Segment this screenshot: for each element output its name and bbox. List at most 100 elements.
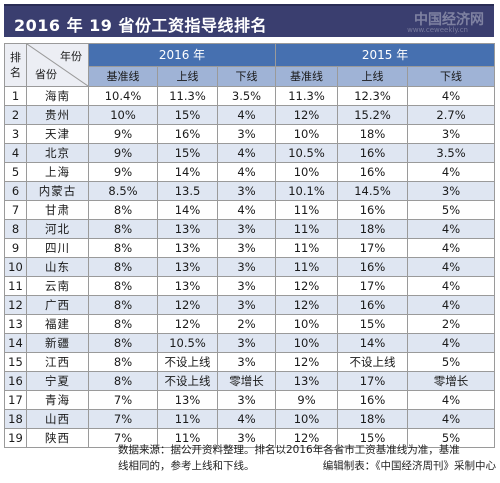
value-cell-2015-upper: 16% <box>337 162 409 182</box>
province-cell: 宁夏 <box>26 371 89 391</box>
value-cell-2015-base: 13% <box>275 371 339 391</box>
value-cell-2015-base: 11% <box>275 219 339 239</box>
value-cell-2015-lower: 3% <box>407 124 496 144</box>
value-cell-2016-lower: 2% <box>216 314 277 334</box>
sub-header-2015-upper: 上线 <box>337 66 409 87</box>
table-row: 14 新疆 8% 10.5% 3% 10% 14% 4% <box>4 333 496 353</box>
value-cell-2016-lower: 3% <box>216 295 277 315</box>
table-row: 8 河北 8% 13% 3% 11% 18% 4% <box>4 219 496 239</box>
rank-cell: 3 <box>4 124 27 144</box>
ranking-table: 排名 年份 省份 2016 年 2015 年 基准线 上线 下线 基准线 上线 … <box>4 43 496 448</box>
rank-cell: 10 <box>4 257 27 277</box>
value-cell-2015-upper: 17% <box>337 276 409 296</box>
value-cell-2015-lower: 3% <box>407 181 496 201</box>
value-cell-2016-upper: 13% <box>157 238 218 258</box>
rank-cell: 19 <box>4 428 27 448</box>
value-cell-2015-lower: 2.7% <box>407 105 496 125</box>
value-cell-2016-lower: 3% <box>216 390 277 410</box>
province-cell: 山东 <box>26 257 89 277</box>
watermark-url: www.ceweekly.cn <box>407 26 468 34</box>
province-cell: 北京 <box>26 143 89 163</box>
value-cell-2015-base: 10% <box>275 333 339 353</box>
value-cell-2015-base: 10.1% <box>275 181 339 201</box>
value-cell-2015-upper: 15% <box>337 314 409 334</box>
value-cell-2016-lower: 4% <box>216 409 277 429</box>
value-cell-2016-upper: 14% <box>157 162 218 182</box>
value-cell-2015-lower: 4% <box>407 86 496 106</box>
value-cell-2015-lower: 3.5% <box>407 143 496 163</box>
value-cell-2016-lower: 3% <box>216 428 277 448</box>
footnote-source: 数据来源：据公开资料整理。排名以2016年各省市工资基准线为准，基准 <box>118 444 460 456</box>
value-cell-2016-base: 7% <box>88 409 158 429</box>
province-cell: 山西 <box>26 409 89 429</box>
value-cell-2015-upper: 16% <box>337 200 409 220</box>
value-cell-2016-base: 8.5% <box>88 181 158 201</box>
corner-diagonal <box>27 44 88 86</box>
value-cell-2016-base: 8% <box>88 314 158 334</box>
value-cell-2016-upper: 13% <box>157 219 218 239</box>
value-cell-2015-upper: 16% <box>337 390 409 410</box>
table-row: 5 上海 9% 14% 4% 10% 16% 4% <box>4 162 496 182</box>
value-cell-2016-base: 9% <box>88 124 158 144</box>
rank-cell: 1 <box>4 86 27 106</box>
sub-header-2016-base: 基准线 <box>88 66 158 87</box>
rank-cell: 14 <box>4 333 27 353</box>
value-cell-2016-lower: 4% <box>216 143 277 163</box>
sub-header-2015-base: 基准线 <box>275 66 339 87</box>
value-cell-2015-base: 11% <box>275 238 339 258</box>
value-cell-2015-upper: 16% <box>337 143 409 163</box>
province-cell: 江西 <box>26 352 89 372</box>
rank-cell: 7 <box>4 200 27 220</box>
table-row: 15 江西 8% 不设上线 3% 12% 不设上线 5% <box>4 352 496 372</box>
value-cell-2016-upper: 不设上线 <box>157 371 218 391</box>
table-row: 1 海南 10.4% 11.3% 3.5% 11.3% 12.3% 4% <box>4 86 496 106</box>
value-cell-2016-base: 8% <box>88 238 158 258</box>
rank-cell: 18 <box>4 409 27 429</box>
value-cell-2015-upper: 18% <box>337 219 409 239</box>
value-cell-2015-base: 12% <box>275 295 339 315</box>
rank-cell: 6 <box>4 181 27 201</box>
value-cell-2015-lower: 5% <box>407 428 496 448</box>
rank-cell: 2 <box>4 105 27 125</box>
value-cell-2015-base: 9% <box>275 390 339 410</box>
rank-cell: 16 <box>4 371 27 391</box>
value-cell-2015-lower: 2% <box>407 314 496 334</box>
table-row: 10 山东 8% 13% 3% 11% 16% 4% <box>4 257 496 277</box>
province-cell: 天津 <box>26 124 89 144</box>
table-row: 16 宁夏 8% 不设上线 零增长 13% 17% 零增长 <box>4 371 496 391</box>
province-cell: 陕西 <box>26 428 89 448</box>
province-cell: 内蒙古 <box>26 181 89 201</box>
footnote-editor: 编辑制表：《中国经济周刊》采制中心 <box>322 460 496 472</box>
rank-cell: 12 <box>4 295 27 315</box>
footnote: 数据来源：据公开资料整理。排名以2016年各省市工资基准线为准，基准 线相同的，… <box>118 442 496 474</box>
value-cell-2015-upper: 14% <box>337 333 409 353</box>
value-cell-2015-base: 11% <box>275 257 339 277</box>
value-cell-2016-upper: 13% <box>157 276 218 296</box>
province-cell: 上海 <box>26 162 89 182</box>
corner-province-label: 省份 <box>35 68 57 81</box>
value-cell-2015-lower: 4% <box>407 409 496 429</box>
footnote-note: 线相同的，参考上线和下线。 <box>118 460 255 472</box>
rank-cell: 11 <box>4 276 27 296</box>
value-cell-2015-upper: 17% <box>337 371 409 391</box>
value-cell-2016-base: 8% <box>88 200 158 220</box>
value-cell-2016-base: 9% <box>88 162 158 182</box>
value-cell-2016-upper: 15% <box>157 143 218 163</box>
table-row: 6 内蒙古 8.5% 13.5 3% 10.1% 14.5% 3% <box>4 181 496 201</box>
corner-header: 年份 省份 <box>26 43 89 87</box>
value-cell-2016-upper: 10.5% <box>157 333 218 353</box>
value-cell-2016-lower: 3% <box>216 219 277 239</box>
value-cell-2015-base: 12% <box>275 276 339 296</box>
value-cell-2015-lower: 4% <box>407 238 496 258</box>
table-row: 7 甘肃 8% 14% 4% 11% 16% 5% <box>4 200 496 220</box>
value-cell-2015-lower: 4% <box>407 257 496 277</box>
table-row: 13 福建 8% 12% 2% 10% 15% 2% <box>4 314 496 334</box>
title-bar: 2016 年 19 省份工资指导线排名 中国经济网 www.ceweekly.c… <box>4 4 494 37</box>
value-cell-2016-lower: 3% <box>216 333 277 353</box>
value-cell-2016-base: 8% <box>88 219 158 239</box>
value-cell-2015-base: 10% <box>275 409 339 429</box>
value-cell-2015-lower: 零增长 <box>407 371 496 391</box>
value-cell-2016-lower: 3% <box>216 181 277 201</box>
watermark-logo: 中国经济网 <box>414 12 484 28</box>
value-cell-2015-lower: 4% <box>407 162 496 182</box>
